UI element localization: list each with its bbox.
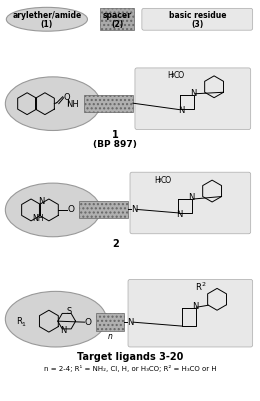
FancyBboxPatch shape — [135, 68, 251, 130]
Text: R: R — [16, 317, 22, 326]
Text: N: N — [131, 205, 137, 214]
Bar — [96, 313, 124, 331]
FancyBboxPatch shape — [130, 172, 251, 234]
Text: O: O — [85, 318, 92, 327]
Text: NH: NH — [66, 100, 79, 109]
Ellipse shape — [5, 77, 100, 130]
Text: CO: CO — [173, 71, 185, 80]
Text: N: N — [178, 106, 185, 115]
Text: O: O — [64, 93, 70, 102]
Text: (1): (1) — [41, 20, 53, 29]
Text: (3): (3) — [191, 20, 203, 29]
Text: spacer: spacer — [103, 11, 132, 20]
Text: O: O — [67, 205, 74, 215]
Text: (2): (2) — [111, 20, 123, 29]
Bar — [79, 201, 128, 218]
Text: 2: 2 — [201, 282, 205, 287]
Bar — [100, 8, 134, 30]
Text: CO: CO — [161, 176, 172, 184]
Text: 1: 1 — [21, 322, 25, 327]
Text: basic residue: basic residue — [168, 11, 226, 20]
Text: 2: 2 — [112, 239, 119, 249]
Text: N: N — [61, 326, 67, 334]
Ellipse shape — [6, 7, 87, 31]
FancyBboxPatch shape — [128, 279, 253, 347]
Text: R: R — [195, 283, 201, 292]
Text: Target ligands 3-20: Target ligands 3-20 — [77, 352, 183, 362]
Text: S: S — [66, 307, 71, 316]
FancyBboxPatch shape — [142, 8, 253, 30]
Bar — [83, 95, 133, 111]
Text: N: N — [188, 192, 194, 202]
Text: N: N — [190, 89, 197, 98]
Text: N: N — [176, 211, 183, 219]
Text: H: H — [168, 71, 173, 80]
Text: N: N — [192, 302, 198, 311]
Text: H: H — [155, 176, 160, 184]
Ellipse shape — [5, 183, 100, 237]
Text: n = 2-4; R¹ = NH₂, Cl, H, or H₃CO; R² = H₃CO or H: n = 2-4; R¹ = NH₂, Cl, H, or H₃CO; R² = … — [44, 365, 216, 372]
Text: NH: NH — [32, 215, 44, 223]
Text: 1: 1 — [112, 130, 119, 140]
Text: arylether/amide: arylether/amide — [12, 11, 82, 20]
Text: N: N — [38, 197, 44, 207]
Ellipse shape — [5, 292, 106, 347]
Text: N: N — [127, 318, 133, 327]
Text: n: n — [108, 332, 113, 340]
Text: 3: 3 — [158, 178, 161, 182]
Text: (BP 897): (BP 897) — [93, 140, 137, 149]
Text: 3: 3 — [171, 73, 174, 78]
